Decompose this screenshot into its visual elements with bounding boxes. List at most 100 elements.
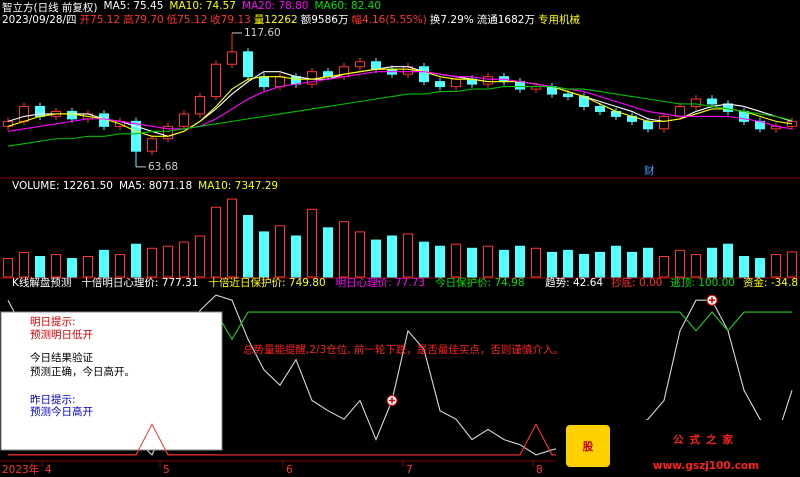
hint-text: 预测正确，今日高开。: [30, 365, 135, 378]
candle-body: [707, 98, 717, 105]
volume-bar: [179, 241, 189, 278]
volume-bar: [291, 235, 301, 278]
candle-body: [563, 93, 573, 98]
volume-bar: [387, 235, 397, 278]
x-tick-label: 7: [406, 464, 413, 476]
indicator-field: 逃顶: 100.00: [670, 277, 735, 289]
candle-body: [227, 51, 237, 65]
volume-bar: [51, 253, 61, 278]
volume-bar: [131, 243, 141, 278]
volume-bar: [515, 245, 525, 278]
volume-bar: [163, 245, 173, 278]
quote-field: 低75.12: [166, 14, 208, 26]
volume-bar: [595, 251, 605, 278]
volume-bar: [115, 253, 125, 278]
volume-bar: [579, 253, 589, 278]
volume-bar: [707, 247, 717, 278]
indicator-field: 明日心理价: 77.73: [335, 277, 426, 289]
price-mark-label: 117.60: [244, 27, 281, 39]
volume-bar: [355, 231, 365, 278]
marker: 财: [644, 164, 655, 177]
volume-bar: [67, 258, 77, 278]
hint-text: 明日提示:: [30, 316, 76, 328]
annotation: 总势量能提醒,2/3仓位, 前一轮下跌，是否最佳买点，否则谨慎介入。: [243, 343, 564, 356]
candle-body: [19, 105, 29, 122]
quote-field: 专用机械: [537, 14, 580, 26]
volume-bar: [467, 247, 477, 278]
volume-bar: [147, 247, 157, 278]
header-row: 智立方(日线 前复权) MA5: 75.45 MA10: 74.57 MA20: 78…: [2, 0, 381, 15]
quote-field: 额9586万: [300, 14, 349, 26]
indicator-line: [8, 423, 216, 456]
volume-bar: [419, 241, 429, 278]
candle-body: [195, 96, 205, 115]
indicator-right-header: 趋势: 42.64 抄底: 0.00 逃顶: 100.00 资金: -34.8: [545, 275, 798, 290]
volume-field: MA5: 8071.18: [118, 180, 193, 192]
volume-bar: [227, 198, 237, 278]
volume-field: MA10: 7347.29: [198, 180, 279, 192]
candle-body: [275, 76, 285, 88]
signal-plus: [389, 397, 395, 404]
volume-bar: [787, 251, 797, 278]
ma-label: MA60: 82.40: [314, 0, 382, 12]
quote-field: 幅4.16(5.55%): [351, 14, 427, 26]
candle-body: [179, 113, 189, 127]
volume-bar: [675, 249, 685, 278]
indicator-field: K线解盘预测: [12, 277, 72, 289]
hint-text: 今日结果验证: [30, 351, 93, 364]
candle-body: [419, 66, 429, 83]
volume-bar: [259, 231, 269, 278]
candle-body: [643, 120, 653, 130]
volume-bar: [307, 208, 317, 278]
volume-bar: [659, 256, 669, 278]
ma-label: MA5: 75.45: [103, 0, 164, 12]
quote-field: 换7.29%: [429, 14, 474, 26]
volume-bar: [195, 235, 205, 278]
hint-text: 预测今日高开: [30, 405, 93, 418]
candle-body: [147, 138, 157, 152]
volume-bar: [19, 251, 29, 278]
quote-field: 2023/09/28/四: [2, 14, 77, 26]
indicator-field: 今日保护价: 74.98: [435, 277, 525, 289]
volume-bar: [83, 256, 93, 278]
price-mark-label: 63.68: [148, 161, 178, 173]
x-tick-label: 5: [163, 464, 170, 476]
ma-line: [7, 86, 793, 147]
ma-line: [7, 66, 793, 137]
volume-bar: [547, 251, 557, 278]
candle-body: [659, 115, 669, 130]
logo-box: [566, 425, 610, 467]
volume-bar: [563, 249, 573, 278]
volume-field: VOLUME: 12261.50: [12, 180, 113, 192]
quote-row: 2023/09/28/四 开75.12 高79.70 低75.12 收79.13 量122…: [2, 12, 580, 27]
volume-bar: [243, 215, 253, 278]
volume-bar: [339, 221, 349, 278]
indicator-field: 资金: -34.8: [742, 277, 798, 289]
candle-body: [243, 51, 253, 78]
volume-bar: [739, 256, 749, 278]
x-tick-label: 8: [536, 464, 543, 476]
volume-header: VOLUME: 12261.50 MA5: 8071.18 MA10: 7347.2…: [12, 180, 278, 192]
candle-body: [675, 105, 685, 117]
indicator-header: K线解盘预测 十倍明日心理价: 777.31 十倍近日保护价: 749.80 明日心理…: [12, 275, 525, 290]
volume-bar: [755, 258, 765, 278]
candle-body: [67, 110, 77, 120]
candle-body: [435, 81, 445, 88]
volume-bar: [275, 225, 285, 278]
volume-bar: [691, 253, 701, 278]
ma-label: MA20: 78.80: [241, 0, 309, 12]
volume-bar: [627, 251, 637, 278]
indicator-field: 趋势: 42.64: [545, 277, 604, 289]
candle-body: [691, 98, 701, 107]
candle-body: [595, 105, 605, 112]
x-tick-label: 6: [286, 464, 293, 476]
candle-body: [163, 125, 173, 140]
indicator-field: 十倍近日保护价: 749.80: [208, 277, 326, 289]
volume-bar: [723, 243, 733, 278]
x-tick-label: 2023年: [2, 463, 39, 476]
volume-bar: [3, 258, 13, 278]
candle-body: [723, 103, 733, 112]
hint-text: 昨日提示:: [30, 394, 76, 406]
